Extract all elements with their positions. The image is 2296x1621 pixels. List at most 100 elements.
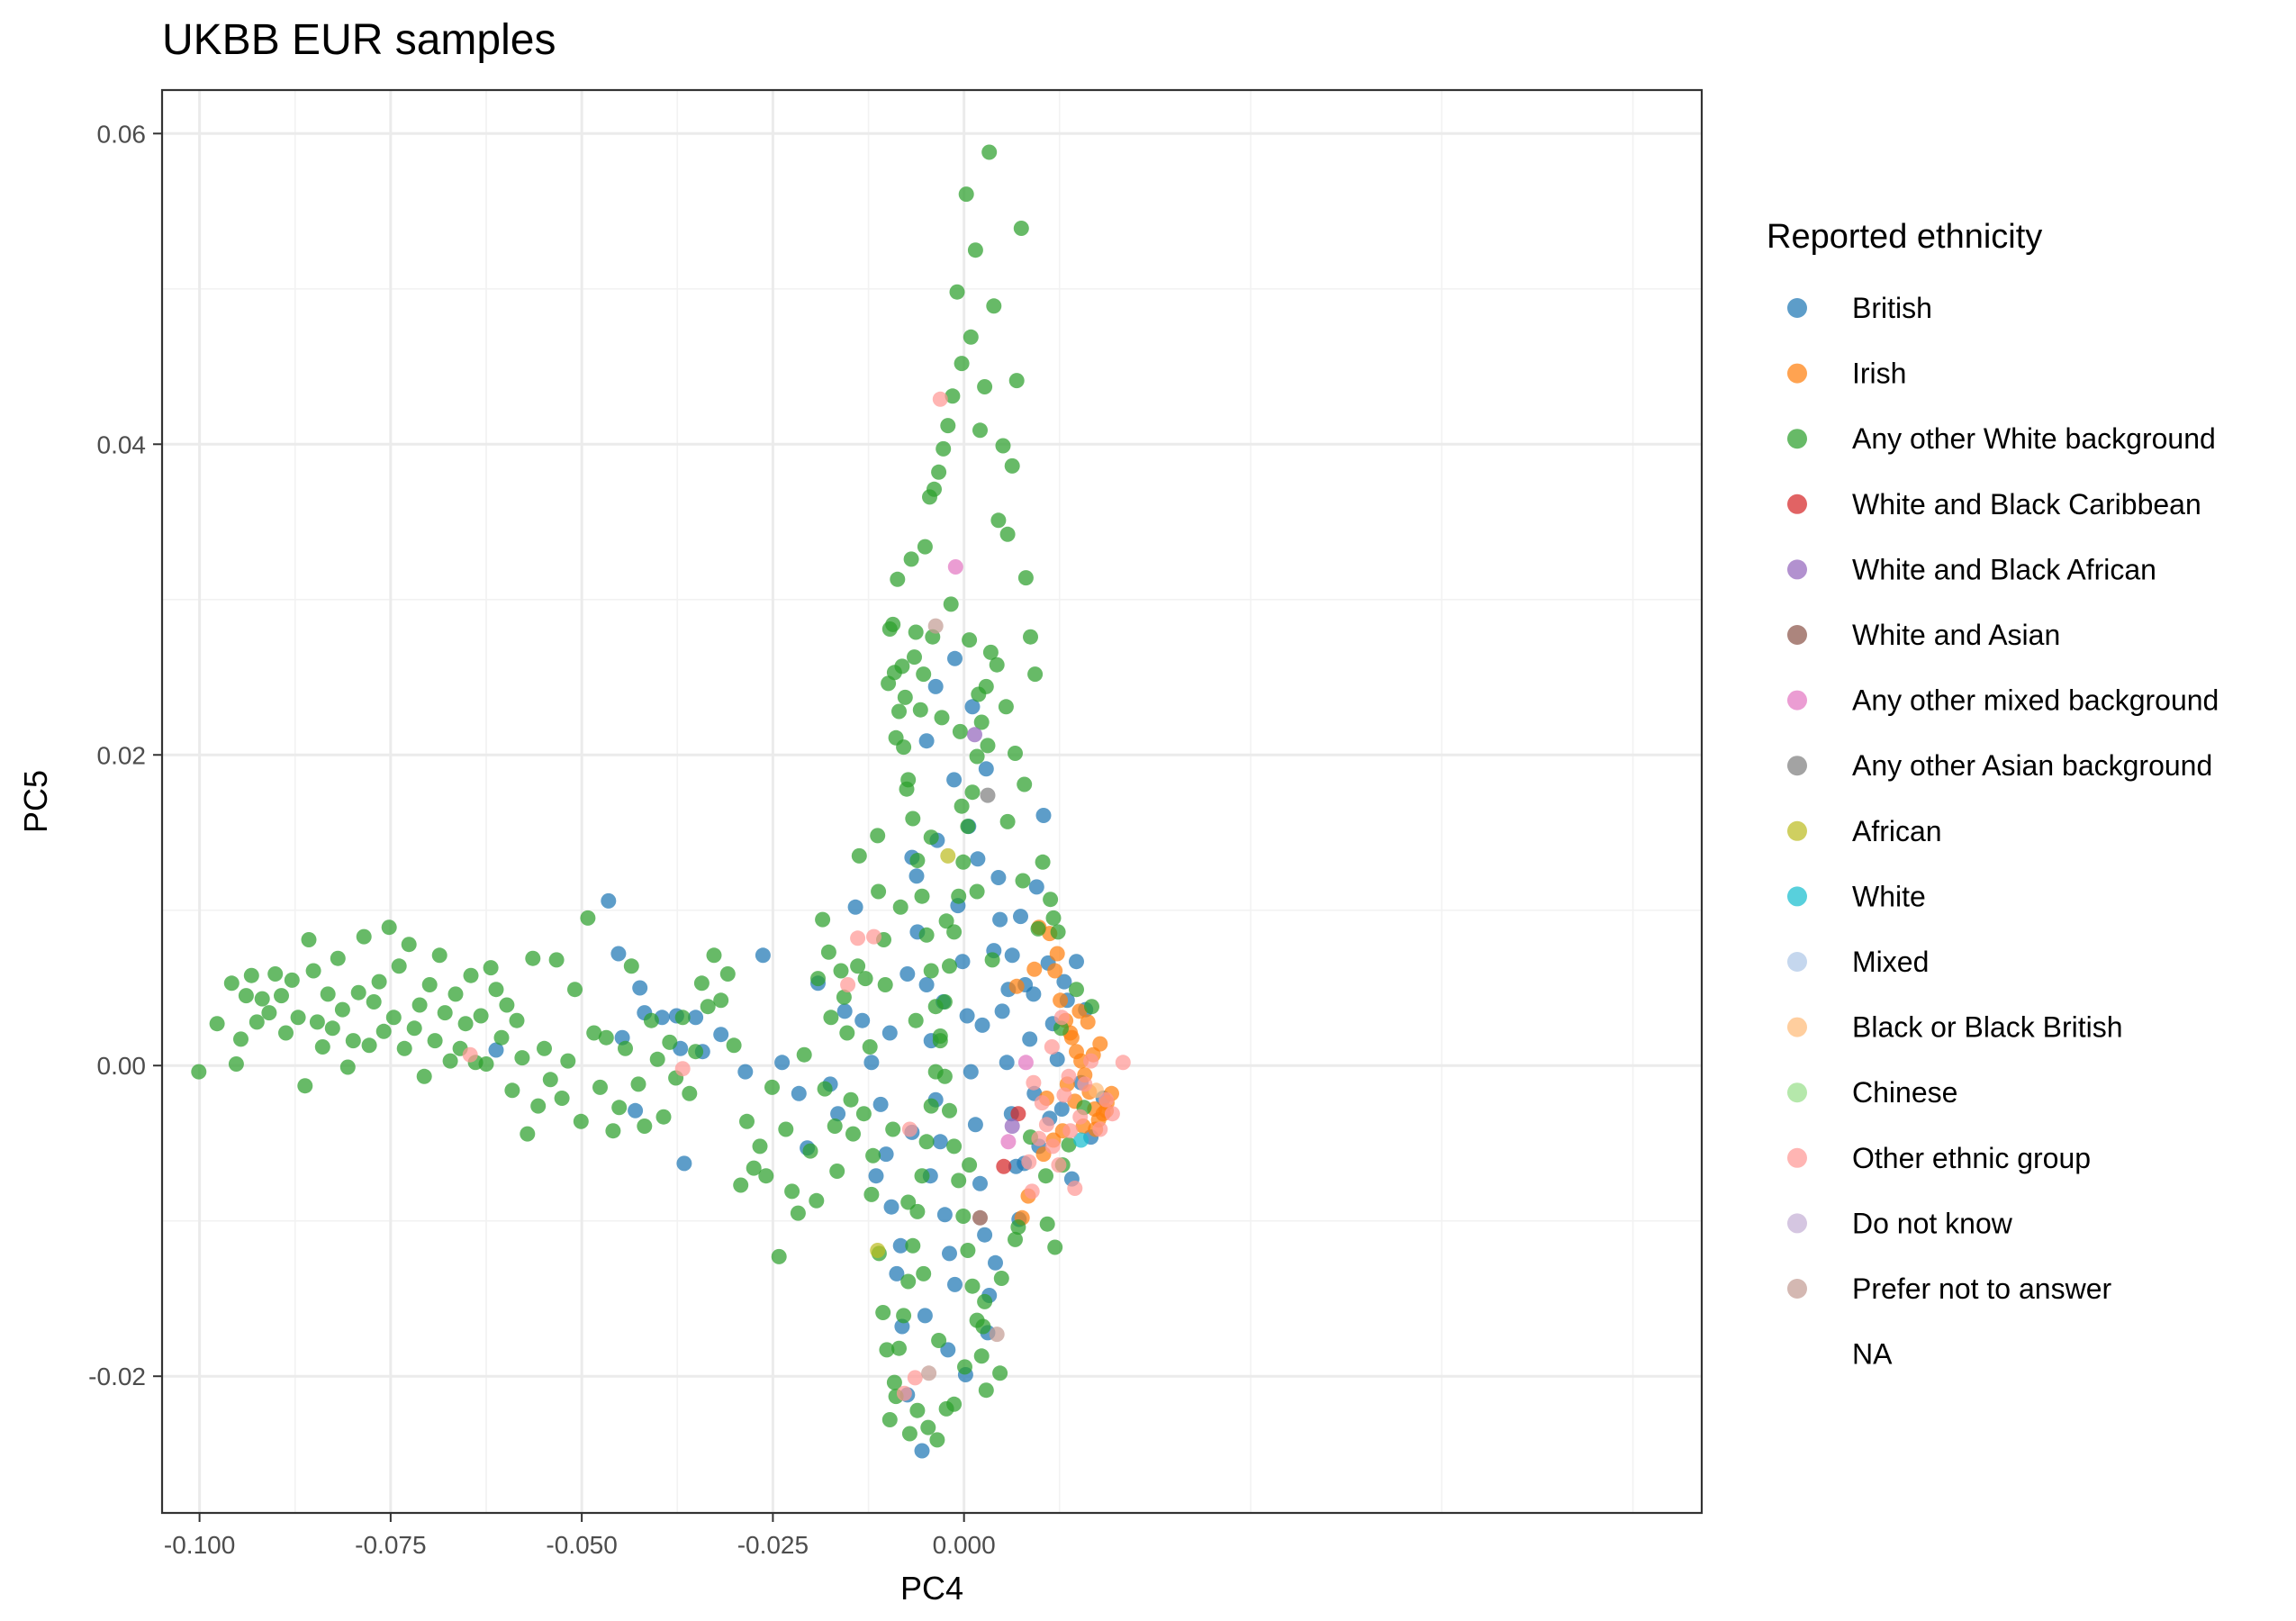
- point-any-other-white-background: [700, 999, 716, 1015]
- point-any-other-white-background: [431, 947, 447, 964]
- plot-panel: [162, 90, 1702, 1513]
- point-any-other-white-background: [986, 298, 1002, 314]
- point-any-other-white-background: [442, 1053, 458, 1069]
- point-any-other-white-background: [1043, 892, 1059, 908]
- legend-key-white-and-asian: [1787, 625, 1807, 645]
- point-any-other-white-background: [850, 958, 866, 974]
- legend-label-any-other-asian-background: Any other Asian background: [1852, 749, 2212, 782]
- point-irish: [1092, 1036, 1108, 1052]
- point-any-other-white-background: [421, 977, 438, 992]
- x-tick-label: -0.075: [355, 1531, 426, 1559]
- point-any-other-white-background: [912, 702, 928, 718]
- point-any-other-white-background: [827, 1118, 843, 1134]
- point-other-ethnic-group: [932, 391, 948, 407]
- point-white-and-black-african: [1004, 1118, 1020, 1134]
- point-any-other-white-background: [525, 950, 541, 966]
- legend-key-african: [1787, 820, 1807, 841]
- point-any-other-white-background: [908, 624, 924, 640]
- point-any-other-white-background: [908, 1012, 924, 1028]
- point-any-other-white-background: [973, 714, 990, 730]
- point-any-other-white-background: [993, 1271, 1009, 1286]
- point-british: [1069, 954, 1084, 970]
- point-british: [892, 1237, 908, 1254]
- point-any-other-white-background: [297, 1078, 313, 1094]
- point-any-other-white-background: [892, 899, 908, 915]
- point-irish: [1053, 992, 1069, 1009]
- point-any-other-white-background: [530, 1098, 547, 1114]
- legend-key-british: [1787, 298, 1807, 318]
- point-any-other-white-background: [879, 1342, 895, 1358]
- point-any-other-white-background: [1010, 1219, 1026, 1236]
- point-any-other-white-background: [903, 551, 919, 567]
- point-british: [927, 678, 944, 694]
- point-british: [918, 977, 935, 992]
- point-irish: [1080, 1014, 1096, 1030]
- point-any-other-white-background: [758, 1168, 774, 1184]
- point-any-other-white-background: [936, 440, 952, 457]
- legend-label-chinese: Chinese: [1852, 1076, 1957, 1109]
- point-any-other-white-background: [865, 1147, 881, 1164]
- legend-title: Reported ethnicity: [1767, 218, 2042, 256]
- point-british: [1053, 1101, 1070, 1117]
- point-british: [676, 1155, 692, 1172]
- point-any-other-white-background: [1030, 920, 1046, 937]
- point-prefer-not-to-answer: [989, 1327, 1005, 1343]
- y-tick-label: -0.02: [88, 1363, 146, 1390]
- point-any-other-white-background: [969, 748, 985, 765]
- legend-key-any-other-white-background: [1787, 429, 1807, 449]
- point-other-ethnic-group: [1053, 1010, 1070, 1026]
- point-any-other-white-background: [249, 1014, 265, 1030]
- point-any-other-white-background: [871, 883, 887, 900]
- point-any-other-white-background: [1004, 457, 1020, 474]
- point-british: [830, 1106, 846, 1122]
- y-tick-label: 0.00: [97, 1052, 147, 1080]
- point-any-other-white-background: [371, 974, 387, 990]
- point-any-other-white-background: [942, 958, 957, 974]
- point-any-other-white-background: [964, 1278, 981, 1294]
- legend-label-na: NA: [1852, 1338, 1893, 1371]
- point-any-other-white-background: [243, 967, 259, 983]
- point-any-other-white-background: [366, 994, 382, 1010]
- point-any-other-white-background: [223, 975, 240, 992]
- point-white-and-black-african: [967, 727, 982, 743]
- point-any-other-white-background: [406, 1020, 422, 1037]
- point-british: [914, 1443, 930, 1459]
- point-any-other-white-background: [493, 1029, 510, 1046]
- plot-border: [160, 88, 1704, 1515]
- point-any-other-white-background: [957, 1359, 972, 1375]
- point-any-other-white-background: [784, 1183, 800, 1200]
- point-british: [972, 1175, 988, 1191]
- point-other-ethnic-group: [1024, 1183, 1040, 1200]
- point-other-ethnic-group: [1034, 1095, 1050, 1111]
- point-any-other-white-background: [972, 422, 988, 439]
- point-any-other-white-background: [580, 910, 596, 926]
- x-tick-label: -0.100: [164, 1531, 235, 1559]
- y-tick-label: 0.06: [97, 120, 147, 148]
- point-other-ethnic-group: [1092, 1121, 1108, 1137]
- point-any-other-white-background: [320, 986, 336, 1002]
- legend-label-african: African: [1852, 815, 1942, 847]
- point-any-other-white-background: [914, 1168, 930, 1184]
- point-any-other-white-background: [909, 853, 926, 868]
- y-axis-title: PC5: [17, 770, 54, 833]
- point-irish: [1008, 978, 1025, 994]
- data-points: [191, 144, 1131, 1459]
- point-any-other-white-background: [923, 963, 939, 979]
- point-british: [942, 1245, 957, 1262]
- point-any-other-white-background: [688, 1044, 704, 1060]
- point-british: [918, 733, 935, 749]
- point-any-other-white-background: [833, 963, 849, 979]
- point-any-other-white-background: [916, 666, 932, 683]
- point-any-other-white-background: [955, 854, 972, 870]
- point-irish: [1047, 963, 1063, 979]
- point-british: [688, 1010, 704, 1026]
- legend-label-do-not-know: Do not know: [1852, 1207, 2013, 1239]
- point-any-other-white-background: [1013, 221, 1029, 236]
- point-any-other-white-background: [951, 1173, 967, 1189]
- point-any-other-white-background: [942, 1102, 957, 1118]
- x-axis: -0.100 -0.075 -0.050 -0.025 0.000: [164, 1513, 996, 1559]
- legend-label-other-ethnic-group: Other ethnic group: [1852, 1142, 2091, 1174]
- point-any-other-white-background: [381, 919, 397, 936]
- point-british: [628, 1102, 644, 1118]
- point-other-ethnic-group: [1061, 1068, 1077, 1084]
